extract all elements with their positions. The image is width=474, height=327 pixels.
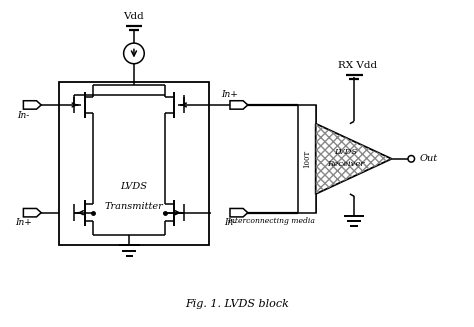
Text: In-: In- (224, 218, 236, 228)
Text: Out: Out (419, 154, 438, 163)
Bar (59, 81, 209, 246)
Text: 100T: 100T (303, 150, 311, 168)
Polygon shape (23, 101, 41, 109)
Text: LVDS: LVDS (335, 148, 357, 156)
Text: Fig. 1. LVDS block: Fig. 1. LVDS block (185, 299, 289, 309)
Text: RX Vdd: RX Vdd (338, 60, 377, 70)
Polygon shape (23, 209, 41, 217)
Text: Transmitter: Transmitter (105, 202, 164, 211)
Text: In-: In- (17, 111, 29, 120)
Polygon shape (230, 101, 248, 109)
Bar (298, 105, 316, 213)
Text: In+: In+ (222, 90, 238, 99)
Text: Vdd: Vdd (124, 12, 144, 21)
Polygon shape (316, 124, 392, 194)
Text: In+: In+ (15, 218, 32, 228)
Text: Receiver: Receiver (328, 161, 365, 168)
Polygon shape (230, 209, 248, 217)
Text: Interconnecting media: Interconnecting media (227, 217, 315, 225)
Text: LVDS: LVDS (120, 182, 147, 191)
